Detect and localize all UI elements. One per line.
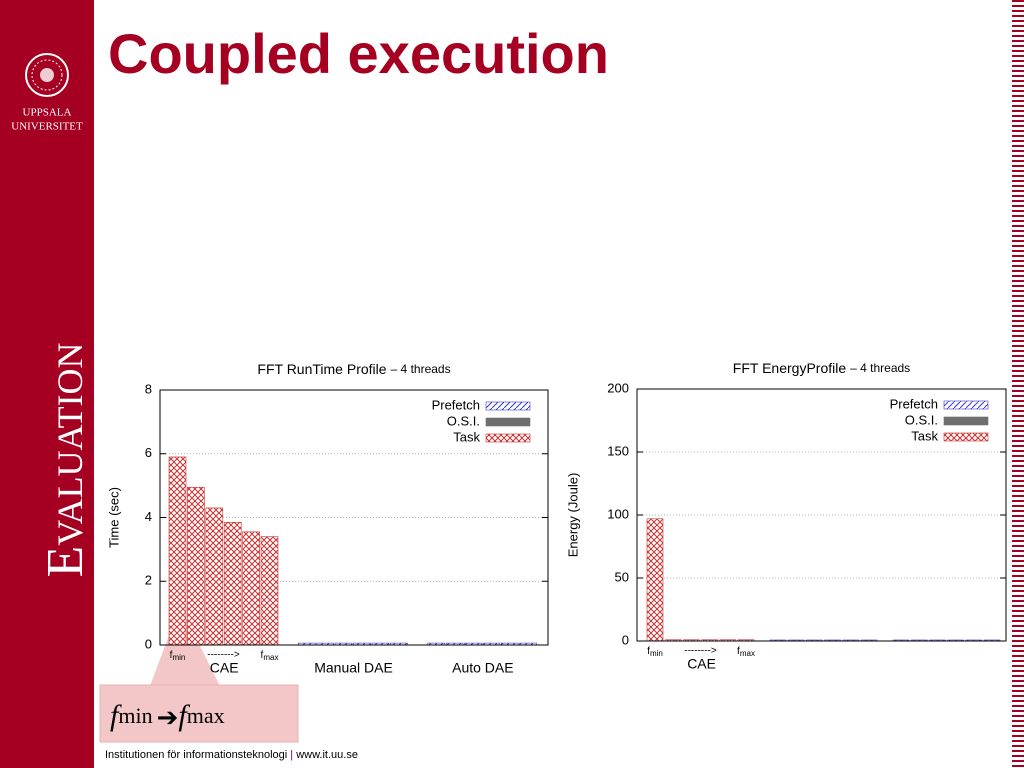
logo-line: UNIVERSITET xyxy=(11,121,83,133)
bar-segment xyxy=(260,536,279,646)
y-tick-label: 100 xyxy=(607,506,629,521)
footer-text: Institutionen för informationsteknologi xyxy=(105,749,287,761)
section-label: Evaluation xyxy=(37,342,94,577)
annotation-base: f xyxy=(647,646,650,657)
annotation-base: f xyxy=(170,650,173,661)
logo-line: UPPSALA xyxy=(23,107,72,119)
chart-subtitle: – 4 threads xyxy=(850,361,910,375)
plot-frame xyxy=(159,389,549,646)
x-annotation: --------> xyxy=(684,646,717,657)
y-tick-label: 200 xyxy=(607,380,629,395)
callout-sub: max xyxy=(187,703,225,728)
plot-frame xyxy=(636,388,1007,642)
legend-swatch xyxy=(485,433,531,443)
x-annotation: --------> xyxy=(207,650,240,661)
annotation-sub: max xyxy=(740,649,755,658)
chart-title: FFT RunTime Profile – 4 threads xyxy=(257,361,450,377)
callout-box xyxy=(99,684,299,743)
callout-text: fmin ➔fmax xyxy=(110,699,225,733)
y-tick-label: 50 xyxy=(615,569,629,584)
legend-swatch xyxy=(943,400,989,410)
x-annotation: fmin xyxy=(647,646,663,658)
x-annotation: fmin xyxy=(170,650,186,662)
footer: Institutionen för informationsteknologi … xyxy=(105,749,358,761)
edge-decoration xyxy=(1012,0,1024,768)
y-tick-label: 4 xyxy=(145,509,152,524)
callout-sub: min xyxy=(118,703,152,728)
y-tick-label: 8 xyxy=(145,381,152,396)
group-label: CAE xyxy=(210,660,239,676)
callout-pointer xyxy=(150,606,220,686)
chart-subtitle: – 4 threads xyxy=(391,362,451,376)
y-tick-label: 150 xyxy=(607,443,629,458)
footer-separator: | xyxy=(290,749,293,761)
annotation-base: f xyxy=(261,650,264,661)
annotation-sub: min xyxy=(172,653,185,662)
y-tick-label: 6 xyxy=(145,445,152,460)
bar-segment xyxy=(646,518,664,642)
legend-label: Task xyxy=(453,429,480,444)
group-label: Auto DAE xyxy=(452,660,513,676)
callout-arrow: ➔ xyxy=(157,703,179,733)
y-tick-label: 0 xyxy=(622,632,629,647)
legend-label: O.S.I. xyxy=(905,412,938,427)
y-axis-label: Time (sec) xyxy=(106,487,121,548)
bar-segment xyxy=(168,456,187,646)
x-annotation: fmax xyxy=(737,646,755,658)
y-tick-label: 0 xyxy=(145,636,152,651)
group-label: CAE xyxy=(687,656,716,672)
legend-label: Prefetch xyxy=(432,397,480,412)
legend-swatch xyxy=(485,401,531,411)
logo xyxy=(25,53,69,97)
legend-label: O.S.I. xyxy=(447,413,480,428)
chart-title-main: FFT RunTime Profile xyxy=(257,361,386,377)
slide-title: Coupled execution xyxy=(108,22,609,85)
y-axis-label: Energy (Joule) xyxy=(565,473,580,558)
legend-label: Prefetch xyxy=(890,396,938,411)
annotation-base: f xyxy=(737,646,740,657)
annotation-sub: min xyxy=(650,649,663,658)
bar-segment xyxy=(205,507,224,646)
footer-url: www.it.uu.se xyxy=(295,749,358,761)
x-annotation: fmax xyxy=(261,650,279,662)
y-tick-label: 2 xyxy=(145,573,152,588)
group-label: Manual DAE xyxy=(314,660,393,676)
legend-label: Task xyxy=(911,428,938,443)
bar-segment xyxy=(223,521,242,646)
chart-title: FFT EnergyProfile – 4 threads xyxy=(733,360,910,376)
bar-segment xyxy=(242,531,260,646)
annotation-sub: max xyxy=(263,653,278,662)
legend-swatch xyxy=(485,417,531,427)
chart-title-main: FFT EnergyProfile xyxy=(733,360,847,376)
sidebar xyxy=(0,0,94,768)
bar-segment xyxy=(187,486,205,646)
legend-swatch xyxy=(943,416,989,426)
legend-swatch xyxy=(943,432,989,442)
